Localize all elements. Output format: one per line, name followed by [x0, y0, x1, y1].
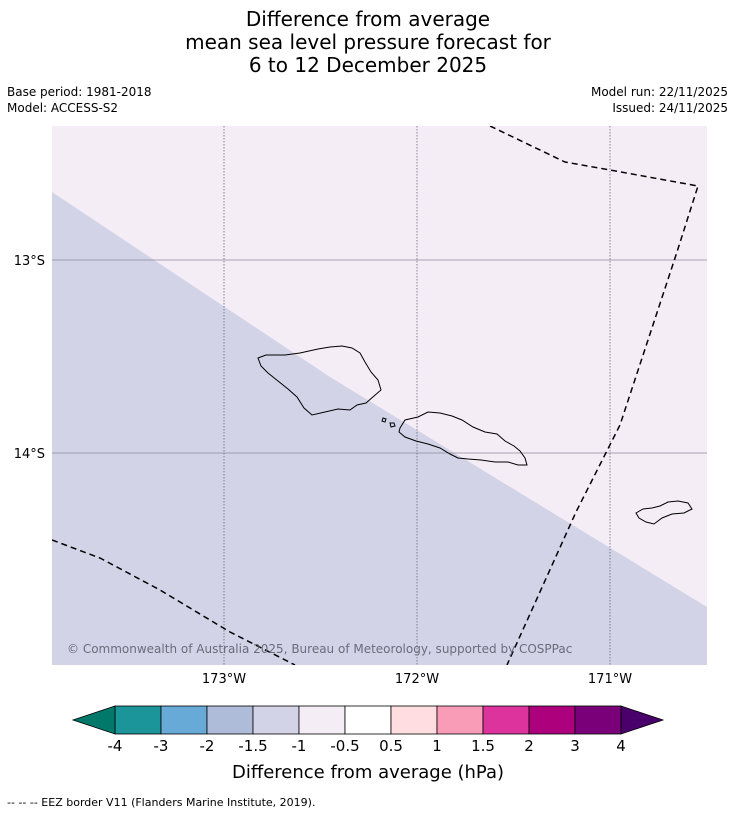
- cb-tick: -0.5: [330, 737, 359, 755]
- title-line-1: Difference from average: [245, 7, 491, 31]
- colorbar-extend-low: [71, 705, 116, 735]
- colorbar-box: [298, 705, 346, 735]
- cb-tick: -2: [200, 737, 215, 755]
- gridlines: [52, 259, 707, 454]
- eez-footnote: -- -- -- EEZ border V11 (Flanders Marine…: [7, 796, 316, 809]
- colorbar-box: [482, 705, 530, 735]
- cb-tick: -1: [292, 737, 307, 755]
- colorbar-label: Difference from average (hPa): [232, 762, 504, 783]
- colorbar-box: [252, 705, 300, 735]
- cb-tick: 1: [432, 737, 442, 755]
- lon-label-171w: 171°W: [588, 672, 632, 687]
- cb-tick: -3: [154, 737, 169, 755]
- upolu-island: [398, 411, 528, 466]
- apolima-island: [389, 422, 396, 428]
- lon-label-172w: 172°W: [395, 672, 439, 687]
- cb-tick: 2: [524, 737, 534, 755]
- copyright-text: © Commonwealth of Australia 2025, Bureau…: [67, 642, 572, 656]
- lat-label-13s: 13°S: [14, 254, 45, 269]
- eez-borders: [52, 126, 699, 665]
- base-period: Base period: 1981-2018: [7, 85, 152, 99]
- title-line-3: 6 to 12 December 2025: [248, 53, 488, 77]
- cb-tick: -4: [108, 737, 123, 755]
- colorbar-box: [574, 705, 622, 735]
- meta-right: Model run: 22/11/2025 Issued: 24/11/2025: [591, 84, 728, 116]
- cb-tick: -1.5: [238, 737, 267, 755]
- cb-tick: 1.5: [471, 737, 495, 755]
- colorbar-box: [390, 705, 438, 735]
- colorbar-extend-high: [620, 705, 665, 735]
- manono-island: [381, 417, 387, 423]
- colorbar-box: [528, 705, 576, 735]
- map-area: © Commonwealth of Australia 2025, Bureau…: [52, 126, 707, 665]
- model-run: Model run: 22/11/2025: [590, 85, 728, 99]
- eez-border-south: [52, 539, 296, 665]
- meta-left: Base period: 1981-2018 Model: ACCESS-S2: [7, 84, 152, 116]
- cb-tick: 0.5: [379, 737, 403, 755]
- title-line-2: mean sea level pressure forecast for: [185, 30, 551, 54]
- model-name: Model: ACCESS-S2: [7, 101, 119, 115]
- colorbar-box: [436, 705, 484, 735]
- colorbar-box: [344, 705, 392, 735]
- eez-border-east: [489, 126, 699, 665]
- region-below-normal: [52, 192, 707, 665]
- issued-date: Issued: 24/11/2025: [612, 101, 728, 115]
- cb-tick: 4: [616, 737, 626, 755]
- chart-title: Difference from average mean sea level p…: [0, 8, 736, 77]
- coastlines: [257, 345, 693, 525]
- tutuila-island: [635, 500, 693, 525]
- lat-label-14s: 14°S: [14, 447, 45, 462]
- savaii-island: [257, 345, 382, 416]
- colorbar-box: [206, 705, 254, 735]
- lon-label-173w: 173°W: [202, 672, 246, 687]
- colorbar-ticks: -4 -3 -2 -1.5 -1 -0.5 0.5 1 1.5 2 3 4: [108, 737, 626, 755]
- colorbar-box: [114, 705, 162, 735]
- colorbar: -4 -3 -2 -1.5 -1 -0.5 0.5 1 1.5 2 3 4 Di…: [71, 705, 665, 783]
- axis-labels: 13°S 14°S 173°W 172°W 171°W: [14, 254, 633, 687]
- colorbar-box: [160, 705, 208, 735]
- cb-tick: 3: [570, 737, 580, 755]
- colorbar-boxes: [114, 705, 622, 735]
